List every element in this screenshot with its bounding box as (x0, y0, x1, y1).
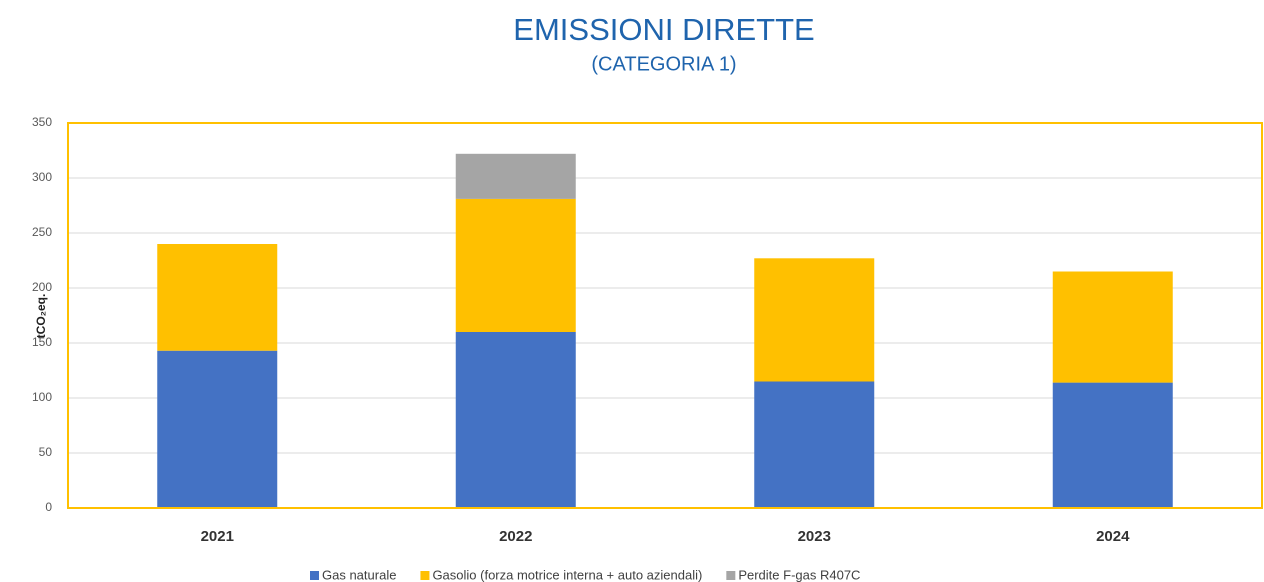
bar-segment (455, 153, 576, 199)
bar-segment (157, 350, 278, 508)
y-axis-label: tCO₂eq. (34, 294, 48, 339)
legend-swatch (310, 571, 319, 580)
legend-swatch (726, 571, 736, 580)
y-tick-label: 150 (32, 335, 52, 349)
x-tick-label: 2021 (201, 528, 234, 545)
y-tick-label: 300 (32, 170, 52, 184)
bar-segment (1052, 271, 1173, 383)
chart-subtitle: (CATEGORIA 1) (591, 53, 736, 75)
x-tick-label: 2024 (1096, 528, 1130, 545)
legend-label: Gasolio (forza motrice interna + auto az… (432, 567, 702, 582)
y-tick-label: 50 (39, 445, 53, 459)
y-tick-label: 200 (32, 280, 52, 294)
plot-border (67, 122, 1263, 509)
chart-title: EMISSIONI DIRETTE (513, 12, 814, 47)
y-tick-label: 350 (32, 115, 52, 129)
bar-segment (754, 258, 875, 382)
bar-segment (754, 381, 875, 508)
legend-swatch (420, 571, 430, 580)
y-tick-label: 250 (32, 225, 52, 239)
x-tick-label: 2022 (499, 528, 532, 545)
y-tick-label: 0 (45, 500, 52, 514)
bar-segment (455, 332, 576, 508)
bar-segment (455, 198, 576, 332)
bar-segment (1052, 382, 1173, 508)
legend-label: Perdite F-gas R407C (738, 567, 860, 582)
legend-label: Gas naturale (322, 567, 396, 582)
x-tick-label: 2023 (798, 528, 831, 545)
bar-segment (157, 244, 278, 351)
y-tick-label: 100 (32, 390, 52, 404)
